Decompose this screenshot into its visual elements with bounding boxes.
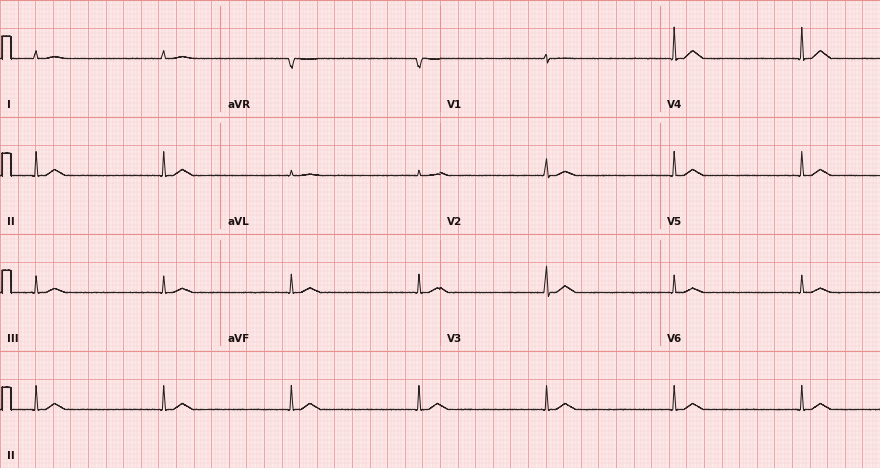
Text: V6: V6 <box>667 334 682 344</box>
Text: V2: V2 <box>447 217 462 227</box>
Text: I: I <box>7 100 11 110</box>
Text: aVF: aVF <box>227 334 249 344</box>
Text: III: III <box>7 334 18 344</box>
Text: V5: V5 <box>667 217 682 227</box>
Text: V3: V3 <box>447 334 462 344</box>
Text: II: II <box>7 217 15 227</box>
Text: aVL: aVL <box>227 217 249 227</box>
Text: aVR: aVR <box>227 100 250 110</box>
Text: V4: V4 <box>667 100 682 110</box>
Text: V1: V1 <box>447 100 462 110</box>
Text: II: II <box>7 451 15 461</box>
